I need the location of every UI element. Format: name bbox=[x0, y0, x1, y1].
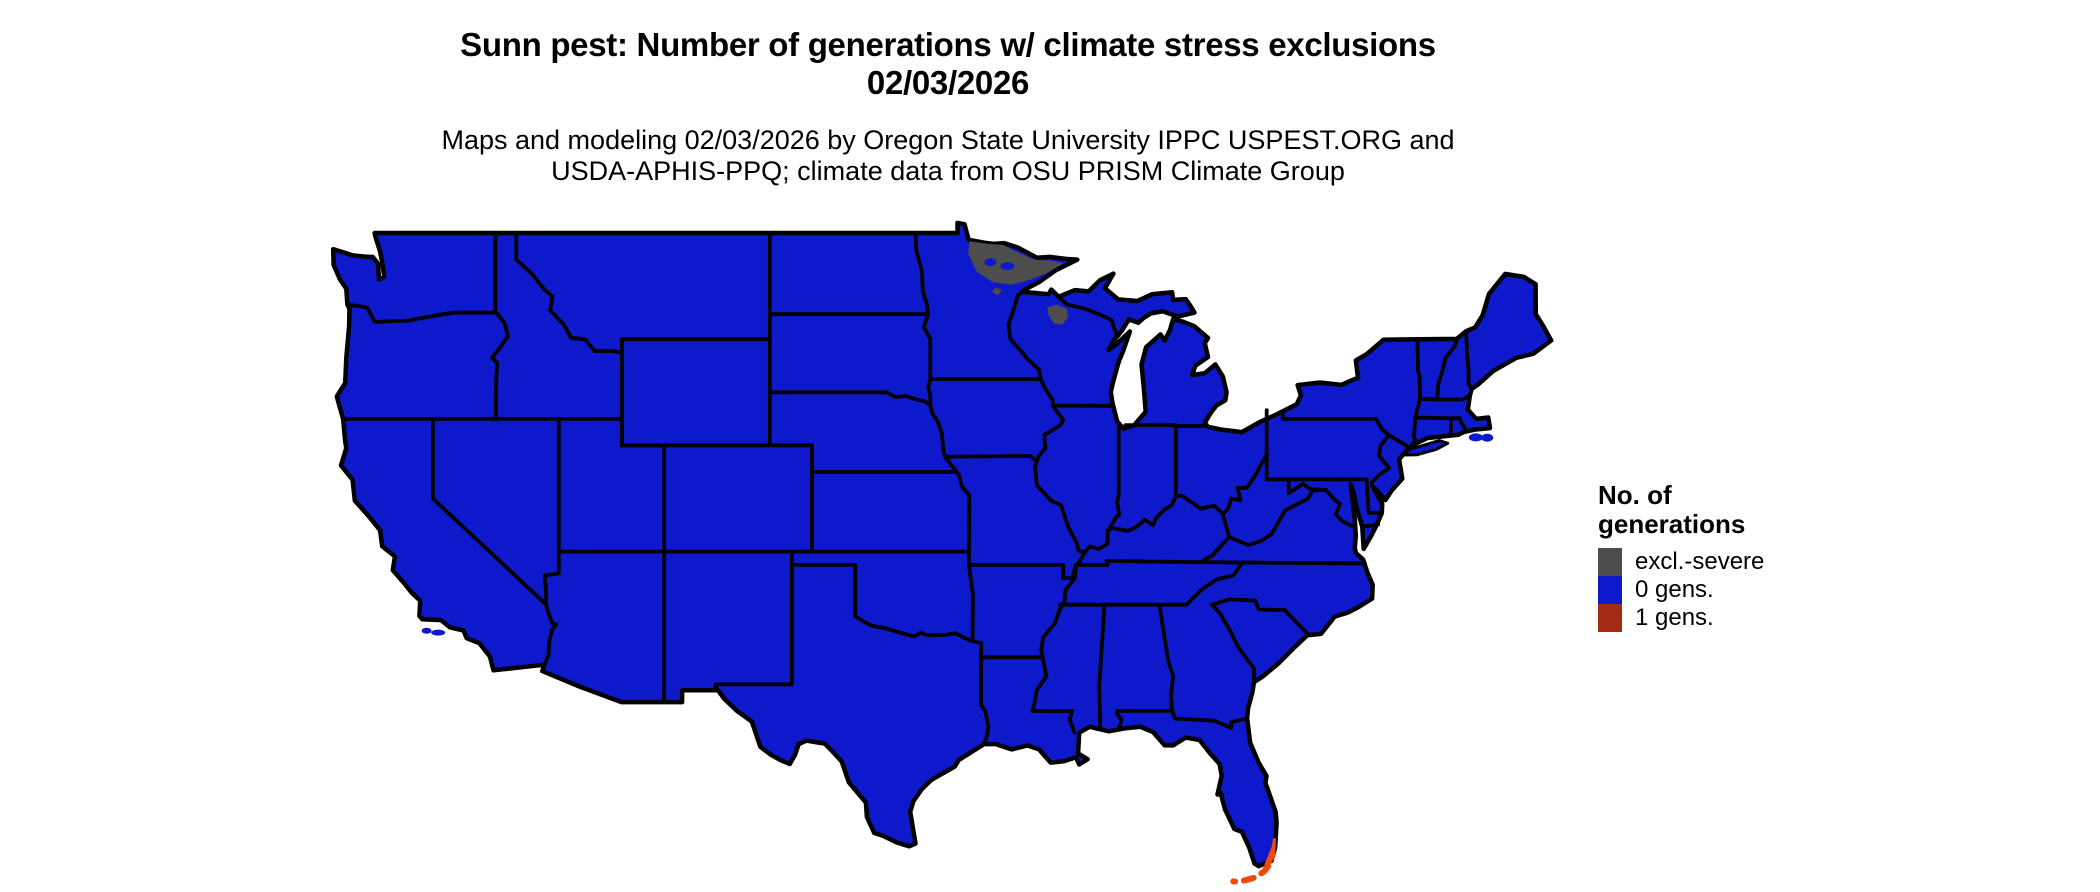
legend-label: excl.-severe bbox=[1635, 548, 1765, 575]
conus-landmass bbox=[330, 220, 1554, 869]
state-border bbox=[967, 563, 1078, 581]
legend-entry: excl.-severe bbox=[1598, 548, 1764, 576]
state-border bbox=[1184, 560, 1245, 607]
state-border bbox=[1413, 415, 1462, 421]
excl-severe-region-minnesota-speckle bbox=[991, 287, 1003, 296]
legend-entries: excl.-severe 0 gens. 1 gens. bbox=[1598, 548, 1764, 632]
one-gen-region-florida-keys bbox=[1230, 863, 1272, 885]
long-island bbox=[1402, 439, 1450, 457]
state-border bbox=[1210, 602, 1256, 685]
state-border bbox=[1324, 488, 1355, 529]
state-border bbox=[1106, 423, 1122, 533]
state-border bbox=[713, 549, 794, 693]
figure-subtitle: Maps and modeling 02/03/2026 by Oregon S… bbox=[333, 125, 1563, 187]
state-border bbox=[979, 641, 991, 746]
state-border bbox=[1056, 294, 1120, 339]
legend-label: 0 gens. bbox=[1635, 576, 1714, 603]
state-border bbox=[1362, 522, 1381, 529]
state-border bbox=[1097, 602, 1107, 731]
legend-swatch-1-gens bbox=[1598, 604, 1622, 632]
excl-severe-region-wisconsin bbox=[1047, 304, 1069, 325]
state-border bbox=[430, 416, 559, 667]
legend-label: 1 gens. bbox=[1635, 604, 1714, 631]
state-border bbox=[1006, 289, 1043, 381]
state-border bbox=[1198, 512, 1231, 565]
title-line-2: 02/03/2026 bbox=[866, 64, 1030, 101]
legend-swatch-0-gens bbox=[1598, 576, 1622, 604]
state-border bbox=[542, 416, 561, 607]
state-border bbox=[943, 454, 1039, 464]
figure-title: Sunn pest: Number of generations w/ clim… bbox=[333, 26, 1563, 102]
figure-header: Sunn pest: Number of generations w/ clim… bbox=[333, 26, 1563, 187]
one-gen-region-south-florida bbox=[1264, 838, 1276, 866]
state-border bbox=[1435, 336, 1459, 402]
state-border bbox=[1457, 416, 1467, 430]
state-border bbox=[1198, 560, 1367, 566]
subtitle-line-2: USDA-APHIS-PPQ; climate data from OSU PR… bbox=[551, 156, 1345, 186]
state-border bbox=[1464, 329, 1474, 392]
state-border bbox=[1386, 432, 1409, 448]
state-border bbox=[514, 231, 624, 355]
title-line-1: Sunn pest: Number of generations w/ clim… bbox=[460, 26, 1436, 63]
state-border bbox=[1364, 477, 1385, 515]
state-border bbox=[1074, 559, 1203, 567]
legend-title: No. of generations bbox=[1598, 481, 1764, 539]
state-border bbox=[1030, 709, 1077, 735]
state-border bbox=[1369, 416, 1392, 485]
island-channel-islands bbox=[421, 627, 432, 634]
excl-severe-region-minnesota bbox=[968, 241, 1064, 285]
state-border bbox=[1280, 409, 1378, 421]
state-border bbox=[1210, 597, 1311, 637]
legend: No. of generations excl.-severe 0 gens. … bbox=[1598, 481, 1764, 632]
subtitle-line-1: Maps and modeling 02/03/2026 by Oregon S… bbox=[441, 125, 1455, 155]
state-border bbox=[967, 563, 984, 646]
state-border bbox=[345, 302, 499, 324]
state-border bbox=[1157, 602, 1176, 713]
legend-title-line-1: No. of bbox=[1598, 480, 1672, 510]
state-border bbox=[490, 310, 510, 421]
legend-title-line-2: generations bbox=[1598, 509, 1746, 539]
state-border bbox=[928, 403, 972, 567]
state-border bbox=[1115, 709, 1249, 732]
exclusion-hole bbox=[1000, 262, 1015, 271]
state-border bbox=[1418, 393, 1472, 402]
state-border bbox=[1264, 453, 1369, 482]
state-border bbox=[913, 231, 930, 317]
state-border bbox=[790, 563, 975, 643]
legend-entry: 0 gens. bbox=[1598, 576, 1764, 604]
state-border bbox=[1227, 488, 1327, 547]
state-border bbox=[767, 390, 933, 408]
legend-entry: 1 gens. bbox=[1598, 604, 1764, 632]
island-nantucket bbox=[1481, 433, 1494, 442]
island-marthas-vineyard bbox=[1468, 433, 1483, 442]
exclusion-hole bbox=[984, 258, 997, 267]
island-channel-islands bbox=[431, 629, 446, 636]
legend-swatch-excl-severe bbox=[1598, 548, 1622, 576]
